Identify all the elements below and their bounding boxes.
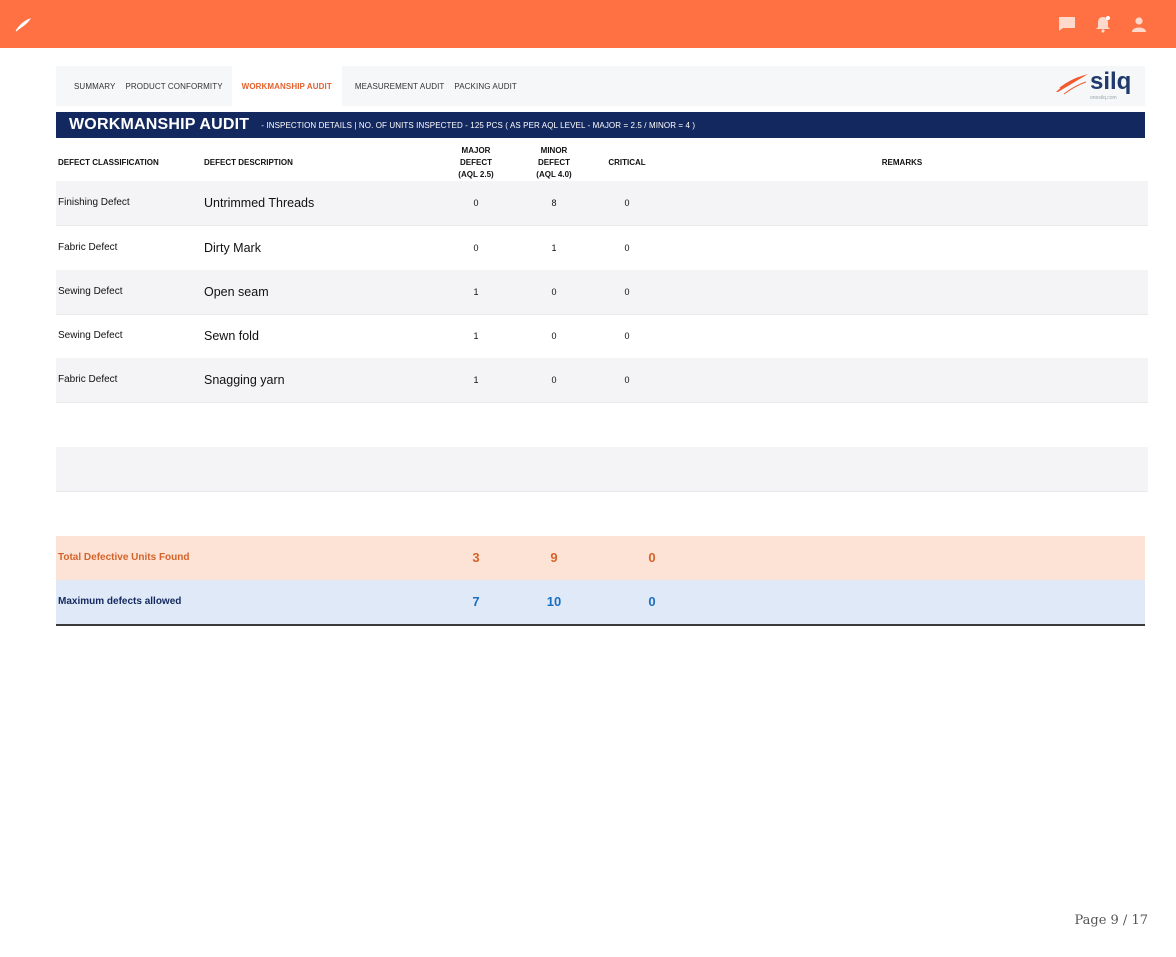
minor-count: 8	[551, 198, 557, 208]
defect-description: Snagging yarn	[204, 373, 285, 387]
notification-bell-icon[interactable]	[1094, 15, 1112, 33]
user-icon[interactable]	[1130, 15, 1148, 33]
defect-description: Dirty Mark	[204, 241, 261, 255]
col-remarks: REMARKS	[881, 158, 923, 167]
tab-measurement-audit[interactable]: MEASUREMENT AUDIT	[354, 82, 445, 91]
silq-wing-icon	[1056, 74, 1088, 95]
top-bar	[0, 0, 1176, 48]
table-row: Sewing Defect Open seam 1 0 0	[56, 270, 1148, 315]
critical-count: 0	[624, 243, 630, 253]
brand-name: silq	[1090, 68, 1132, 95]
max-critical: 0	[648, 594, 656, 609]
defect-classification: Fabric Defect	[58, 242, 118, 253]
feather-logo-icon[interactable]	[14, 15, 34, 33]
minor-count: 0	[551, 331, 557, 341]
empty-row	[56, 403, 1148, 448]
defect-description: Sewn fold	[204, 329, 259, 343]
col-major: MAJOR DEFECT (AQL 2.5)	[458, 146, 494, 179]
report-tabs: SUMMARY PRODUCT CONFORMITY WORKMANSHIP A…	[56, 66, 1145, 106]
tab-packing-audit[interactable]: PACKING AUDIT	[454, 82, 517, 91]
section-banner: WORKMANSHIP AUDIT - INSPECTION DETAILS |…	[56, 112, 1145, 138]
defect-classification: Finishing Defect	[58, 197, 130, 208]
col-critical: CRITICAL	[608, 158, 646, 167]
table-row: Sewing Defect Sewn fold 1 0 0	[56, 314, 1148, 359]
tab-workmanship-audit[interactable]: WORKMANSHIP AUDIT	[231, 66, 342, 106]
inspection-details: - INSPECTION DETAILS | NO. OF UNITS INSP…	[261, 120, 696, 130]
col-minor: MINOR DEFECT (AQL 4.0)	[536, 146, 572, 179]
brand-site: onesilq.com	[1090, 95, 1117, 101]
critical-count: 0	[624, 198, 630, 208]
max-defects-row: Maximum defects allowed 7 10 0	[56, 580, 1145, 626]
total-major: 3	[472, 550, 480, 565]
max-label: Maximum defects allowed	[58, 596, 182, 607]
table-row: Fabric Defect Snagging yarn 1 0 0	[56, 358, 1148, 403]
total-defects-row: Total Defective Units Found 3 9 0	[56, 536, 1145, 580]
tab-summary[interactable]: SUMMARY	[74, 82, 116, 91]
critical-count: 0	[624, 331, 630, 341]
defect-classification: Fabric Defect	[58, 374, 118, 385]
minor-count: 0	[551, 287, 557, 297]
page-indicator: Page 9 / 17	[1074, 913, 1148, 928]
major-count: 0	[473, 243, 479, 253]
defect-description: Open seam	[204, 285, 269, 299]
chat-icon[interactable]	[1058, 15, 1076, 33]
tab-product-conformity[interactable]: PRODUCT CONFORMITY	[125, 82, 223, 91]
page-title: WORKMANSHIP AUDIT	[69, 116, 250, 133]
critical-count: 0	[624, 375, 630, 385]
major-count: 0	[473, 198, 479, 208]
total-label: Total Defective Units Found	[58, 552, 190, 563]
defect-description: Untrimmed Threads	[204, 196, 315, 210]
brand-logo: silq onesilq.com	[1054, 66, 1134, 106]
col-description: DEFECT DESCRIPTION	[204, 158, 293, 167]
major-count: 1	[473, 287, 479, 297]
minor-count: 0	[551, 375, 557, 385]
table-header: DEFECT CLASSIFICATION DEFECT DESCRIPTION…	[56, 142, 1145, 180]
major-count: 1	[473, 331, 479, 341]
max-minor: 10	[546, 594, 562, 609]
critical-count: 0	[624, 287, 630, 297]
col-classification: DEFECT CLASSIFICATION	[58, 158, 159, 167]
table-row: Finishing Defect Untrimmed Threads 0 8 0	[56, 181, 1148, 226]
empty-row	[56, 447, 1148, 492]
major-count: 1	[473, 375, 479, 385]
table-row: Fabric Defect Dirty Mark 0 1 0	[56, 226, 1148, 271]
defect-classification: Sewing Defect	[58, 330, 123, 341]
total-minor: 9	[550, 550, 558, 565]
minor-count: 1	[551, 243, 557, 253]
max-major: 7	[472, 594, 480, 609]
defect-classification: Sewing Defect	[58, 286, 123, 297]
total-critical: 0	[648, 550, 656, 565]
